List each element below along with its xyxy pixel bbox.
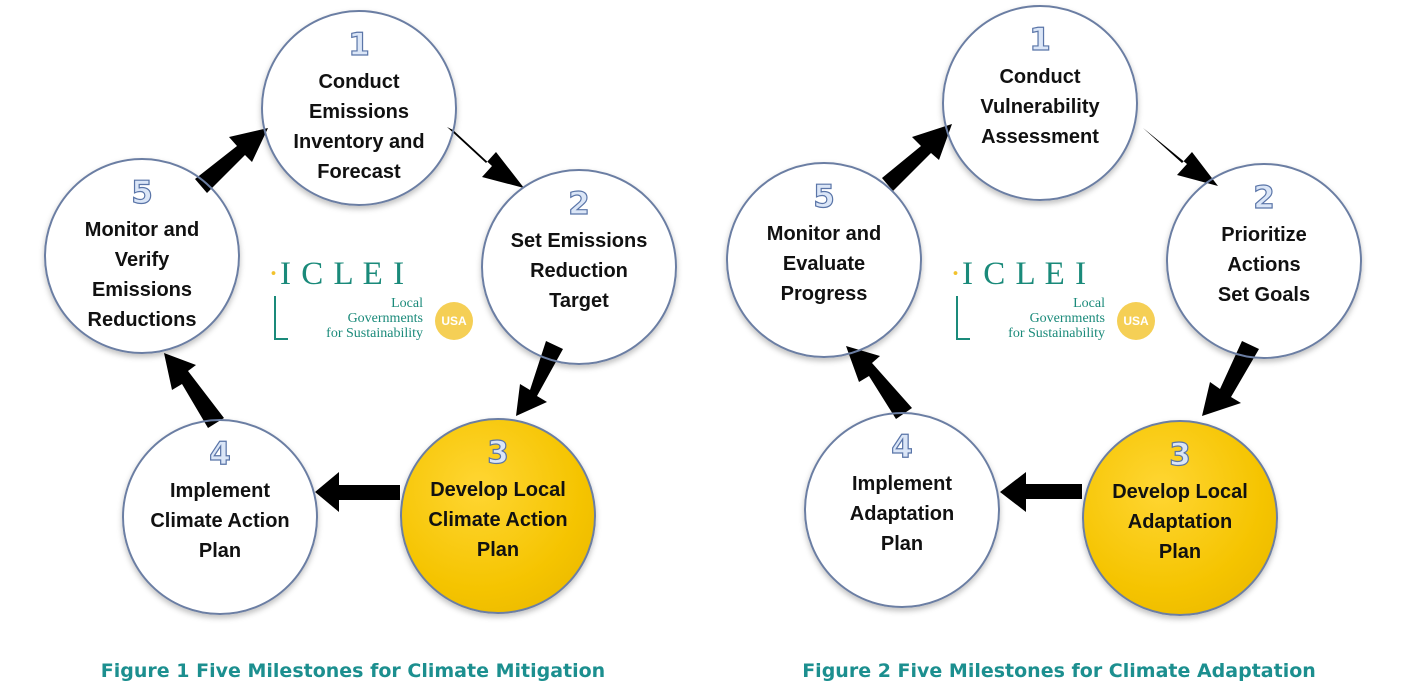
milestone-5: 5 Monitor and Verify Emissions Reduction… bbox=[44, 158, 240, 354]
milestone-label: Monitor and Verify Emissions Reductions bbox=[84, 219, 200, 331]
milestone-number: 3 bbox=[1169, 437, 1192, 473]
milestone-label: Conduct Vulnerability Assessment bbox=[980, 66, 1100, 148]
milestone-5: 5 Monitor and Evaluate Progress bbox=[726, 162, 922, 358]
usa-badge: USA bbox=[435, 302, 473, 340]
milestone-4: 4 Implement Adaptation Plan bbox=[804, 412, 1000, 608]
figure-caption: Figure 1 Five Milestones for Climate Mit… bbox=[100, 660, 606, 682]
usa-badge: USA bbox=[1117, 302, 1155, 340]
arrow-4-to-5 bbox=[846, 346, 912, 419]
logo-tagline: Local Governments for Sustainability bbox=[326, 296, 423, 341]
iclei-logo: ·I C L E I Local Governments for Sustain… bbox=[268, 258, 473, 348]
arrow-1-to-2 bbox=[447, 127, 524, 188]
milestone-number: 2 bbox=[568, 186, 591, 222]
figure-1-mitigation: 1 Conduct Emissions Inventory and Foreca… bbox=[44, 10, 677, 682]
milestone-4: 4 Implement Climate Action Plan bbox=[122, 419, 318, 615]
arrow-3-to-4 bbox=[1000, 472, 1082, 512]
milestone-label: Set Emissions Reduction Target bbox=[510, 230, 648, 312]
arrow-5-to-1 bbox=[195, 128, 268, 193]
milestone-number: 2 bbox=[1253, 180, 1276, 216]
milestone-number: 1 bbox=[348, 27, 371, 63]
arrow-5-to-1 bbox=[882, 124, 952, 191]
milestone-2: 2 Prioritize Actions Set Goals bbox=[1166, 163, 1362, 359]
milestone-number: 4 bbox=[209, 436, 232, 472]
milestone-3: 3 Develop Local Climate Action Plan bbox=[400, 418, 596, 614]
logo-tagline: Local Governments for Sustainability bbox=[1008, 296, 1105, 341]
figure-2-adaptation: 1 Conduct Vulnerability Assessment 2 Pri… bbox=[706, 0, 1412, 699]
milestone-label: Implement Adaptation Plan bbox=[849, 473, 955, 555]
milestone-label: Monitor and Evaluate Progress bbox=[766, 223, 882, 305]
milestone-number: 5 bbox=[131, 175, 154, 211]
milestone-1: 1 Conduct Emissions Inventory and Foreca… bbox=[261, 10, 457, 206]
milestone-label: Prioritize Actions Set Goals bbox=[1217, 224, 1311, 306]
milestone-3: 3 Develop Local Adaptation Plan bbox=[1082, 420, 1278, 616]
milestone-number: 1 bbox=[1029, 22, 1052, 58]
milestone-number: 3 bbox=[487, 435, 510, 471]
figure-caption: Figure 2 Five Milestones for Climate Ada… bbox=[802, 660, 1316, 682]
arrow-1-to-2 bbox=[1143, 128, 1218, 186]
arrow-3-to-4 bbox=[315, 472, 400, 512]
logo-name: ·I C L E I bbox=[268, 256, 406, 292]
milestone-2: 2 Set Emissions Reduction Target bbox=[481, 169, 677, 365]
cycle-arrows bbox=[846, 124, 1259, 512]
arrow-2-to-3 bbox=[1202, 341, 1259, 416]
milestone-label: Implement Climate Action Plan bbox=[150, 480, 290, 562]
milestone-label: Develop Local Climate Action Plan bbox=[428, 479, 568, 561]
logo-name: ·I C L E I bbox=[950, 256, 1088, 292]
milestone-label: Conduct Emissions Inventory and Forecast bbox=[293, 71, 425, 183]
iclei-logo: ·I C L E I Local Governments for Sustain… bbox=[950, 258, 1155, 348]
milestone-number: 4 bbox=[891, 429, 914, 465]
milestone-label: Develop Local Adaptation Plan bbox=[1112, 481, 1248, 563]
milestone-1: 1 Conduct Vulnerability Assessment bbox=[942, 5, 1138, 201]
arrow-4-to-5 bbox=[164, 353, 224, 428]
milestone-number: 5 bbox=[813, 179, 836, 215]
